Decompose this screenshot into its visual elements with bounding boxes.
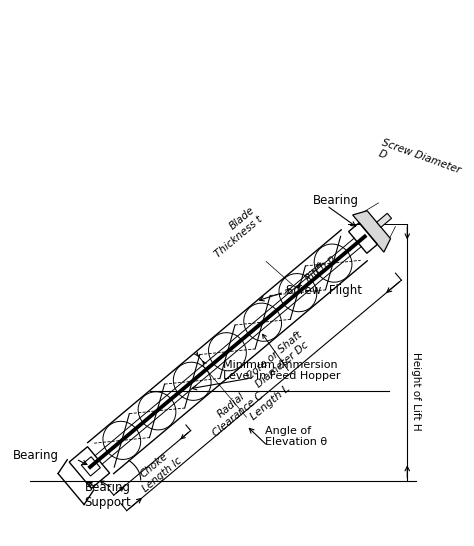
Text: Bearing: Bearing [313, 194, 359, 207]
Text: Core or Shaft
Diameter Dc: Core or Shaft Diameter Dc [245, 330, 311, 390]
Text: Screw  Flight: Screw Flight [286, 284, 362, 297]
Text: Bearing
Support: Bearing Support [84, 482, 131, 509]
Text: Minimum Immersion
Level in Feed Hopper: Minimum Immersion Level in Feed Hopper [223, 360, 341, 382]
Text: Pitch p: Pitch p [304, 253, 337, 284]
Text: Screw Diameter
D: Screw Diameter D [377, 138, 462, 186]
Text: Angle of
Elevation θ: Angle of Elevation θ [265, 426, 327, 447]
Text: Radial
Clearance C: Radial Clearance C [203, 382, 265, 438]
Text: Choke
Length lc: Choke Length lc [133, 446, 183, 494]
Text: Length L: Length L [248, 383, 292, 422]
Text: Blade
Thickness t: Blade Thickness t [205, 205, 264, 260]
Text: Bearing: Bearing [13, 449, 59, 462]
Text: Height of Lift H: Height of Lift H [411, 352, 421, 431]
Polygon shape [377, 213, 392, 227]
Polygon shape [353, 211, 391, 252]
